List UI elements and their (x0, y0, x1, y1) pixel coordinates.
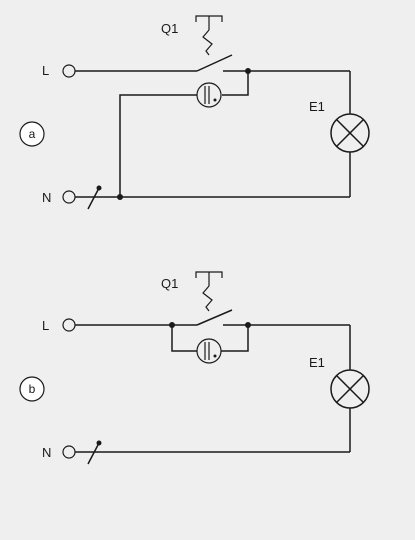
diagram-b-neutral-label: N (42, 445, 51, 460)
diagram-a-neutral-label: N (42, 190, 51, 205)
diagram-b-switch-label: Q1 (161, 276, 178, 291)
diagram-b-indicator-wire-left (171, 325, 197, 352)
diagram-a-junction-bottom (117, 194, 123, 200)
diagram-b-tag: b (29, 382, 36, 396)
diagram-b-indicator-wire-right (221, 325, 249, 352)
diagram-b-lamp-e1 (330, 369, 370, 409)
diagram-a-neutral-slash-dot (96, 185, 102, 191)
diagram-a-lamp-e1 (330, 113, 370, 153)
diagram-b-tag-circle (19, 376, 45, 402)
diagram-b-line-terminal (62, 318, 76, 332)
diagram-a-line-terminal (62, 64, 76, 78)
diagram-b-lamp-label: E1 (309, 355, 325, 370)
diagram-b-switch-blade (196, 309, 233, 326)
diagram-a-switch-label: Q1 (161, 21, 178, 36)
diagram-a-neutral-slash (87, 187, 100, 210)
diagram-a-tag: a (29, 127, 36, 141)
diagram-b-neutral-slash-dot (96, 440, 102, 446)
diagram-a-switch-blade (196, 54, 233, 72)
diagram-a-switch-actuator (195, 15, 223, 56)
diagram-a: L Q1 E1 N (19, 15, 370, 210)
diagram-b-switch-actuator (195, 271, 223, 312)
diagram-b-line-label: L (42, 318, 49, 333)
diagram-b: L Q1 E1 N (19, 271, 370, 465)
diagram-a-line-label: L (42, 63, 49, 78)
diagram-b-neutral-terminal (62, 445, 76, 459)
diagram-a-neutral-terminal (62, 190, 76, 204)
diagram-b-indicator-lamp (196, 338, 222, 364)
diagram-a-indicator-wire-right (222, 71, 249, 96)
diagram-a-tag-circle (19, 121, 45, 147)
diagram-a-indicator-lamp (196, 82, 222, 108)
diagram-a-indicator-wire-left (119, 94, 197, 197)
diagram-b-neutral-slash (87, 442, 100, 465)
diagram-a-lamp-label: E1 (309, 99, 325, 114)
